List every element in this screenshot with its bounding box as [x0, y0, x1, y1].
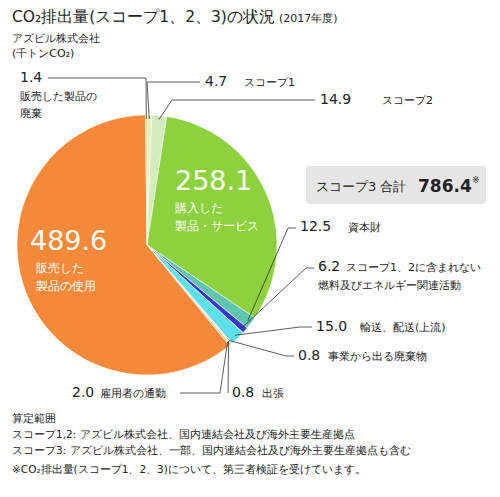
leader-line — [235, 327, 312, 335]
value-label: 12.5 — [300, 218, 331, 234]
pie — [17, 115, 277, 375]
value-label: 489.6 — [30, 225, 107, 256]
category-label: 販売した製品の — [20, 90, 97, 103]
category-label: 資本財 — [348, 221, 381, 234]
value-label: 4.7 — [205, 73, 227, 89]
category-label: 販売した — [36, 261, 84, 275]
value-label: 258.1 — [175, 165, 252, 196]
chart: CO₂排出量(スコープ1、2、3)の状況 (2017年度) アズビル株式会社 (千トン… — [0, 0, 500, 497]
category-label: 事業から出る廃棄物 — [328, 350, 427, 363]
value-label: 6.2 — [318, 258, 340, 274]
category-label: スコープ1、2に含まれない — [346, 261, 481, 274]
category-label: スコープ1 — [244, 76, 295, 89]
total-box — [306, 166, 486, 204]
value-label: 0.8 — [232, 384, 254, 400]
total-label: スコープ3 合計 — [316, 179, 406, 194]
category-label: 輸送、配送(上流) — [360, 321, 446, 334]
leader-line — [180, 342, 228, 393]
category-label: 製品・サービス — [175, 219, 259, 233]
leader-line — [147, 82, 200, 119]
leader-line — [159, 100, 315, 120]
category-label: 廃棄 — [20, 107, 42, 120]
value-label: 15.0 — [316, 318, 347, 334]
unit: (千トンCO₂) — [12, 47, 74, 60]
category-label: 雇用者の通勤 — [100, 387, 166, 400]
value-label: 1.4 — [20, 69, 42, 85]
value-label: 14.9 — [320, 91, 351, 107]
category-label: 製品の使用 — [36, 279, 96, 293]
labels: 4.7 スコープ1 14.9 スコープ2 258.1 購入した製品・サービス 12.5 資本財… — [20, 69, 481, 400]
leader-line — [229, 340, 294, 356]
total-mark: ※ — [472, 175, 480, 185]
category-label: 出張 — [262, 387, 284, 400]
value-label: 0.8 — [298, 347, 320, 363]
slice — [146, 115, 147, 245]
title-line: CO₂排出量(スコープ1、2、3)の状況 (2017年度) — [12, 8, 338, 26]
note: スコープ1,2: アズビル株式会社、国内連結会社及び海外主要生産拠点 — [12, 428, 355, 440]
note: スコープ3: アズビル株式会社、一部、国内連結会社及び海外主要生産拠点も含む — [12, 444, 411, 456]
company: アズビル株式会社 — [12, 32, 100, 45]
slice — [17, 115, 229, 375]
leader-line — [242, 268, 314, 328]
category-label: 燃料及びエネルギー関連活動 — [318, 279, 461, 292]
title: CO₂排出量(スコープ1、2、3)の状況 — [12, 8, 275, 26]
subtitle: (2017年度) — [279, 12, 338, 25]
value-label: 2.0 — [72, 384, 94, 400]
category-label: 購入した — [175, 201, 223, 215]
leader-line — [228, 341, 230, 393]
leader-line — [248, 228, 296, 321]
note: ※CO₂排出量(スコープ1、2、3)について、第三者検証を受けています。 — [12, 463, 366, 476]
note: 算定範囲 — [12, 412, 56, 424]
total-value: 786.4 — [418, 176, 472, 196]
category-label: スコープ2 — [382, 94, 433, 107]
